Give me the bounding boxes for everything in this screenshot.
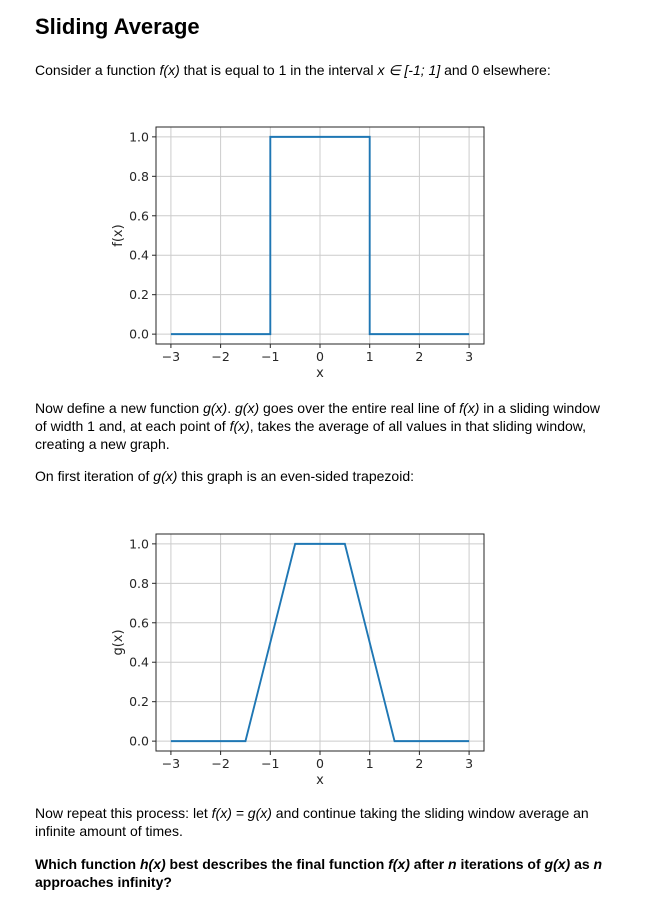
y-axis-label: g(x) bbox=[111, 629, 126, 655]
emphasized-text: n bbox=[448, 856, 457, 872]
y-tick-label: 0.2 bbox=[129, 287, 149, 302]
emphasized-text: g(x) bbox=[235, 400, 260, 416]
emphasized-text: f(x) bbox=[229, 418, 250, 434]
text-run: , takes the average of all values in tha… bbox=[35, 418, 586, 452]
data-line bbox=[170, 135, 470, 336]
text-run: and continue taking the sliding window a… bbox=[35, 805, 589, 839]
x-tick-label: 2 bbox=[415, 756, 423, 771]
x-tick-label: 3 bbox=[465, 349, 473, 364]
text-run: this graph is an even-sided trapezoid: bbox=[177, 468, 414, 484]
x-tick-label: 0 bbox=[316, 756, 324, 771]
y-axis-label: f(x) bbox=[111, 224, 126, 246]
emphasized-text: h(x) bbox=[139, 856, 166, 872]
y-tick-label: 0.4 bbox=[129, 248, 149, 263]
plot-border bbox=[155, 126, 485, 345]
x-tick-label: −3 bbox=[162, 756, 180, 771]
emphasized-text: after bbox=[409, 856, 449, 872]
y-tick-label: 0.6 bbox=[129, 208, 149, 223]
x-tick-label: 2 bbox=[415, 349, 423, 364]
x-tick-label: 0 bbox=[316, 349, 324, 364]
plot-border bbox=[155, 533, 485, 752]
data-line bbox=[170, 542, 470, 743]
y-tick-label: 0.0 bbox=[129, 327, 149, 342]
x-tick-label: −2 bbox=[211, 756, 229, 771]
y-tick-label: 0.2 bbox=[129, 694, 149, 709]
emphasized-text: g(x) bbox=[153, 468, 178, 484]
emphasized-text: f(x) bbox=[388, 856, 410, 872]
emphasized-text: g(x) bbox=[203, 400, 228, 416]
text-run: and 0 elsewhere: bbox=[440, 62, 551, 78]
text-run: goes over the entire real line of bbox=[259, 400, 460, 416]
emphasized-text: f(x) bbox=[459, 400, 480, 416]
x-tick-label: 3 bbox=[465, 756, 473, 771]
text-run: Now define a new function bbox=[35, 400, 204, 416]
emphasized-text: iterations of bbox=[456, 856, 545, 872]
text-run: Consider a function bbox=[35, 62, 160, 78]
emphasized-text: approaches infinity? bbox=[35, 874, 172, 890]
figure-f-of-x: −3 −2 −1 0 1 2 3 0.0 0.2 0.4 0.6 0.8 1.0 x f(x) bbox=[100, 117, 505, 386]
paragraph-define-g: Now define a new function g(x). g(x) goe… bbox=[35, 399, 613, 453]
y-tick-label: 0.0 bbox=[129, 734, 149, 749]
y-tick-label: 0.6 bbox=[129, 615, 149, 630]
text-run: Now repeat this process: let bbox=[35, 805, 212, 821]
text-run: that is equal to 1 in the interval bbox=[179, 62, 378, 78]
y-tick-label: 0.8 bbox=[129, 576, 149, 591]
emphasized-text: as bbox=[570, 856, 594, 872]
emphasized-text: g(x) bbox=[544, 856, 571, 872]
text-run: in a sliding window of width 1 and, at e… bbox=[35, 400, 600, 434]
emphasized-text: Which function bbox=[35, 856, 140, 872]
y-tick-label: 1.0 bbox=[129, 536, 149, 551]
x-tick-label: −2 bbox=[211, 349, 229, 364]
paragraph-repeat: Now repeat this process: let f(x) = g(x)… bbox=[35, 804, 613, 840]
x-tick-label: 1 bbox=[366, 349, 374, 364]
emphasized-text: f(x) bbox=[159, 62, 180, 78]
x-tick-label: 1 bbox=[366, 756, 374, 771]
page-title: Sliding Average bbox=[35, 14, 200, 39]
text-run: On first iteration of bbox=[35, 468, 154, 484]
paragraph-question: Which function h(x) best describes the f… bbox=[35, 855, 613, 891]
y-tick-label: 0.4 bbox=[129, 655, 149, 670]
emphasized-text: f(x) = g(x) bbox=[211, 805, 272, 821]
text-run: . bbox=[227, 400, 236, 416]
paragraph-intro: Consider a function f(x) that is equal t… bbox=[35, 61, 613, 79]
y-tick-label: 1.0 bbox=[129, 129, 149, 144]
emphasized-text: n bbox=[593, 856, 603, 872]
figure-g-of-x: −3 −2 −1 0 1 2 3 0.0 0.2 0.4 0.6 0.8 1.0 x g(x) bbox=[100, 518, 505, 792]
x-axis-label: x bbox=[316, 366, 324, 381]
y-tick-label: 0.8 bbox=[129, 169, 149, 184]
emphasized-text: best describes the final function bbox=[165, 856, 389, 872]
emphasized-text: x ∈ [-1; 1] bbox=[377, 62, 441, 78]
x-tick-label: −3 bbox=[162, 349, 180, 364]
x-axis-label: x bbox=[316, 773, 324, 788]
x-tick-label: −1 bbox=[261, 349, 279, 364]
figure-g-of-x-svg: −3 −2 −1 0 1 2 3 0.0 0.2 0.4 0.6 0.8 1.0 x g(x) bbox=[111, 533, 485, 788]
paragraph-first-iteration: On first iteration of g(x) this graph is… bbox=[35, 467, 613, 485]
figure-f-of-x-svg: −3 −2 −1 0 1 2 3 0.0 0.2 0.4 0.6 0.8 1.0 x f(x) bbox=[111, 126, 485, 381]
x-tick-label: −1 bbox=[261, 756, 279, 771]
